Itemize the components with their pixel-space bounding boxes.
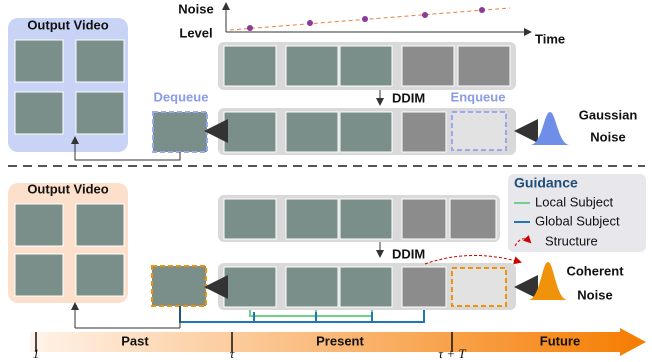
noise-icon xyxy=(530,112,570,145)
queue-frames xyxy=(224,267,506,307)
guidance-title: Guidance xyxy=(514,175,578,191)
ddim-label: DDIM xyxy=(392,90,425,105)
queue-frames xyxy=(224,46,510,86)
output-title: Output Video xyxy=(27,17,108,32)
noise-axis-label: Noise xyxy=(178,1,213,16)
dequeued-frame xyxy=(153,112,207,152)
enqueue-label: Enqueue xyxy=(451,89,506,104)
timeline-mark: τ + T xyxy=(438,346,466,361)
noise-label: Noise xyxy=(590,129,625,144)
dequeued-frame xyxy=(152,266,206,306)
diagram: Output Video Noise Level Time DDIM Deque… xyxy=(0,0,652,362)
output-title: Output Video xyxy=(27,181,108,196)
timeline-mark: 1 xyxy=(33,346,40,361)
noise-label: Coherent xyxy=(566,263,624,278)
ddim-label: DDIM xyxy=(392,246,425,261)
noise-axis-label: Level xyxy=(179,25,212,40)
guidance-item: Global Subject xyxy=(535,213,620,228)
noise-label: Noise xyxy=(577,287,612,302)
queue-frames xyxy=(224,199,496,239)
time-axis-label: Time xyxy=(535,31,565,46)
timeline-segment: Past xyxy=(121,333,149,348)
noise-plot xyxy=(226,4,530,32)
queue-frames xyxy=(224,112,506,152)
guidance-item: Structure xyxy=(545,233,598,248)
timeline-segment: Future xyxy=(540,333,580,348)
dequeue-label: Dequeue xyxy=(154,89,209,104)
local-link xyxy=(250,310,372,316)
noise-label: Gaussian xyxy=(579,107,638,122)
guidance-item: Local Subject xyxy=(535,194,613,209)
noise-icon xyxy=(528,262,568,300)
timeline-segment: Present xyxy=(316,333,364,348)
structure-arrow xyxy=(425,255,520,264)
